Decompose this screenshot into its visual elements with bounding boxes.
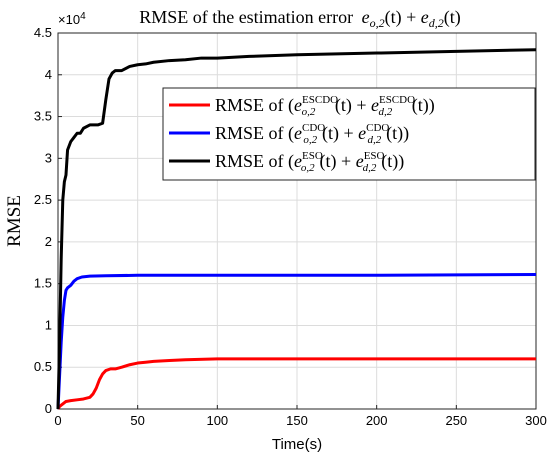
legend-sup1: ESO [302,150,323,162]
legend-sub1: o,2 [302,106,316,118]
title-e2-sub: d,2 [429,16,444,30]
y-tick-label: 1.5 [34,276,52,291]
legend-sub2: d,2 [379,106,393,118]
legend-e2: e [371,95,379,115]
title-e1-sub: o,2 [370,16,385,30]
legend-sup1: CDO [302,122,325,134]
legend-e2: e [356,151,364,171]
legend-mid: (t) + [322,123,358,144]
x-tick-label: 200 [366,413,388,428]
y-tick-label: 4 [45,67,52,82]
x-ticks: 0 50 100 150 200 250 300 [54,405,547,428]
legend-sub2: d,2 [363,162,377,174]
legend-e1: e [294,95,302,115]
series-line-eso [56,48,537,410]
y-tick-label: 2 [45,234,52,249]
legend: RMSE of (eESCDO o,2 (t) + eESCDO d,2 (t))RMS… [162,87,536,181]
legend-mid: (t) + [320,151,356,172]
legend-end: (t)) [386,123,409,144]
y-tick-label: 1 [45,317,52,332]
y-axis-title: RMSE [4,195,25,247]
series-line-escdo [56,357,536,410]
x-tick-label: 300 [525,413,547,428]
legend-sub1: o,2 [303,134,317,146]
x-axis-title: Time(s) [272,436,322,453]
legend-prefix: RMSE of ( [215,151,294,172]
y-multiplier-exp: 4 [80,11,86,22]
series-group [56,48,537,410]
y-multiplier-base: ×10 [58,12,80,27]
x-tick-label: 150 [286,413,308,428]
title-prefix: RMSE of the estimation error [139,7,353,27]
legend-e1: e [294,151,302,171]
y-tick-label: 3.5 [34,109,52,124]
x-tick-label: 50 [130,413,144,428]
legend-sup2: CDO [366,122,389,134]
legend-prefix: RMSE of ( [215,123,294,144]
legend-sub1: o,2 [301,162,315,174]
legend-label-escdo: RMSE of (eESCDO o,2 (t) + eESCDO d,2 (t)) [215,94,435,118]
legend-e1: e [294,123,302,143]
legend-end: (t)) [381,151,404,172]
title-e1: e [362,7,370,27]
title-t2: (t) [444,7,461,28]
y-tick-label: 0.5 [34,359,52,374]
x-tick-label: 100 [206,413,228,428]
legend-label-eso: RMSE of (eESO o,2 (t) + eESO d,2 (t)) [215,150,404,174]
y-tick-label: 2.5 [34,192,52,207]
legend-e2: e [358,123,366,143]
y-multiplier: ×104 [58,11,86,27]
legend-sup2: ESO [364,150,385,162]
x-tick-label: 0 [54,413,61,428]
legend-sup1: ESCDO [302,94,338,106]
title-t1: (t) + [385,7,421,28]
title-e2: e [421,7,429,27]
legend-sup2: ESCDO [379,94,415,106]
legend-box [162,87,536,181]
legend-mid: (t) + [335,95,371,116]
y-tick-label: 4.5 [34,25,52,40]
legend-prefix: RMSE of ( [215,95,294,116]
legend-sub2: d,2 [367,134,381,146]
legend-end: (t)) [412,95,435,116]
y-tick-label: 3 [45,150,52,165]
chart-title: RMSE of the estimation error eo,2(t) + e… [139,7,461,30]
y-ticks: 0 0.5 1 1.5 2 2.5 3 3.5 4 4.5 [34,25,62,416]
series-line-cdo [56,272,537,410]
legend-label-cdo: RMSE of (eCDO o,2 (t) + eCDO d,2 (t)) [215,122,409,146]
x-tick-label: 250 [445,413,467,428]
y-tick-label: 0 [45,401,52,416]
